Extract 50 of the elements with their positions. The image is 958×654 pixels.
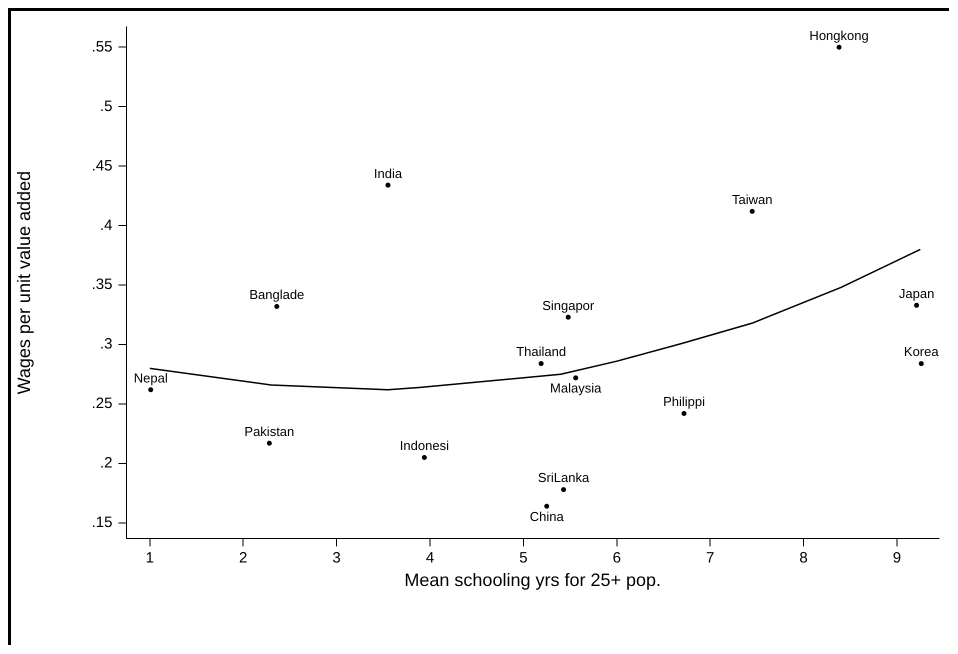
point [682, 411, 687, 416]
series-label: Nepal [134, 370, 168, 386]
x-tick-label: 2 [239, 550, 248, 567]
y-tick-label: .55 [92, 38, 112, 56]
series-label: Japan [898, 286, 934, 301]
x-tick-label: 1 [146, 550, 154, 567]
point [422, 455, 427, 460]
point [561, 487, 566, 492]
point [566, 314, 571, 320]
y-axis-title: Wages per unit value added [14, 170, 34, 394]
x-tick-label: 5 [519, 550, 528, 567]
point [918, 361, 924, 366]
series-label: Thailand [516, 344, 566, 360]
y-tick-label: .45 [92, 157, 112, 174]
y-tick-label: .3 [100, 336, 112, 353]
y-tick-label: .15 [92, 514, 112, 532]
series-label: Korea [904, 344, 940, 360]
point [385, 182, 390, 188]
series-label: Philippi [663, 394, 706, 410]
x-tick-label: 4 [426, 550, 434, 567]
point [538, 361, 544, 366]
point [148, 387, 154, 392]
series-label: Banglade [249, 287, 304, 302]
point [266, 440, 272, 446]
point [750, 208, 755, 214]
point [274, 304, 280, 309]
series-label: Malaysia [550, 380, 602, 396]
y-tick-label: .2 [100, 454, 112, 472]
y-tick-label: .35 [92, 276, 112, 294]
series-label: Pakistan [244, 424, 294, 439]
point [544, 504, 550, 509]
y-tick-label: .4 [100, 216, 112, 234]
y-tick-label: .5 [100, 98, 112, 115]
series-label: Taiwan [732, 192, 772, 207]
y-tick-label: .25 [92, 395, 112, 412]
point [836, 44, 842, 50]
x-tick-label: 9 [892, 550, 902, 567]
series-label: Hongkong [809, 28, 869, 43]
series-label: India [374, 166, 403, 181]
series-label: Singapor [542, 298, 595, 313]
series-label: Indonesi [400, 438, 450, 454]
x-tick-label: 6 [612, 550, 621, 567]
series-label: China [530, 508, 564, 524]
x-tick-label: 8 [799, 550, 808, 567]
point [573, 375, 578, 380]
x-axis-title: Mean schooling yrs for 25+ pop. [404, 570, 662, 590]
x-tick-label: 7 [706, 550, 714, 567]
x-tick-label: 3 [332, 550, 341, 567]
point [914, 302, 920, 308]
series-label: SriLanka [538, 470, 590, 486]
